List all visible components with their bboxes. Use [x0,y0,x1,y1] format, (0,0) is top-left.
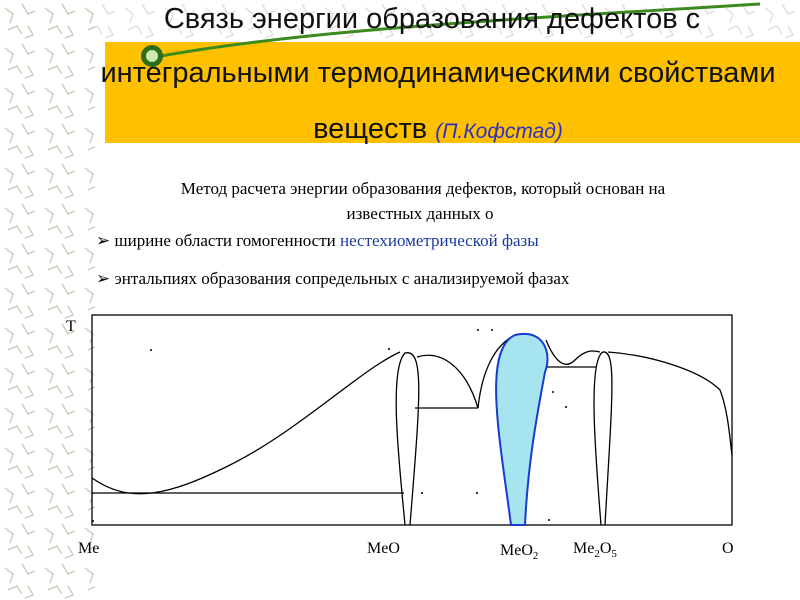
x-label: O [600,540,612,557]
phase-region [395,352,420,526]
liquidus [607,351,733,456]
diagram-frame [91,314,733,526]
phase-diagram [91,314,733,526]
ornament-swoosh [149,2,761,60]
x-label: MeO [367,540,400,557]
intro-line: Метод расчета энергии образования дефект… [181,179,666,198]
x-label: MeO [367,540,400,557]
x-label: Me [78,540,99,557]
intro-line: известных данных о [346,204,493,223]
decorative-pattern [0,0,800,40]
title-line: Связь энергии образования дефектов с [164,3,700,35]
y-axis-label: T [66,318,76,335]
title-band [105,42,800,143]
bullet-text: энтальпиях образования сопредельных с ан… [115,269,570,288]
x-label-sub: 5 [611,548,617,560]
x-label: Me2O5 [573,540,617,560]
title-line: интегральными термодинамическими свойств… [100,57,775,89]
bullet-highlight: нестехиометрической фазы [340,231,539,250]
title-line: веществ [313,113,427,145]
x-label: Me [78,540,99,557]
title-line: веществ (П.Кофстад) [313,113,563,145]
x-label-sub: 2 [594,548,600,560]
x-label: MeO [500,542,533,559]
x-label: Me [573,540,594,557]
x-label: O [722,540,734,557]
nonstoichiometric-phase [495,332,549,526]
dots [92,329,567,522]
x-label: O [722,540,734,557]
author: (П.Кофстад) [435,120,563,143]
phase-region [593,351,613,526]
liquidus [545,339,601,365]
bullet: ➢ ширине области гомогенности нестехиоме… [96,231,539,250]
decorative-pattern [0,0,95,600]
bullet-text: ширине области гомогенности [115,231,340,250]
bullet: ➢ энтальпиях образования сопредельных с … [96,269,570,288]
x-label-sub: 2 [533,550,539,562]
x-label: MeO2 [500,542,538,562]
ornament-circle [146,50,158,62]
